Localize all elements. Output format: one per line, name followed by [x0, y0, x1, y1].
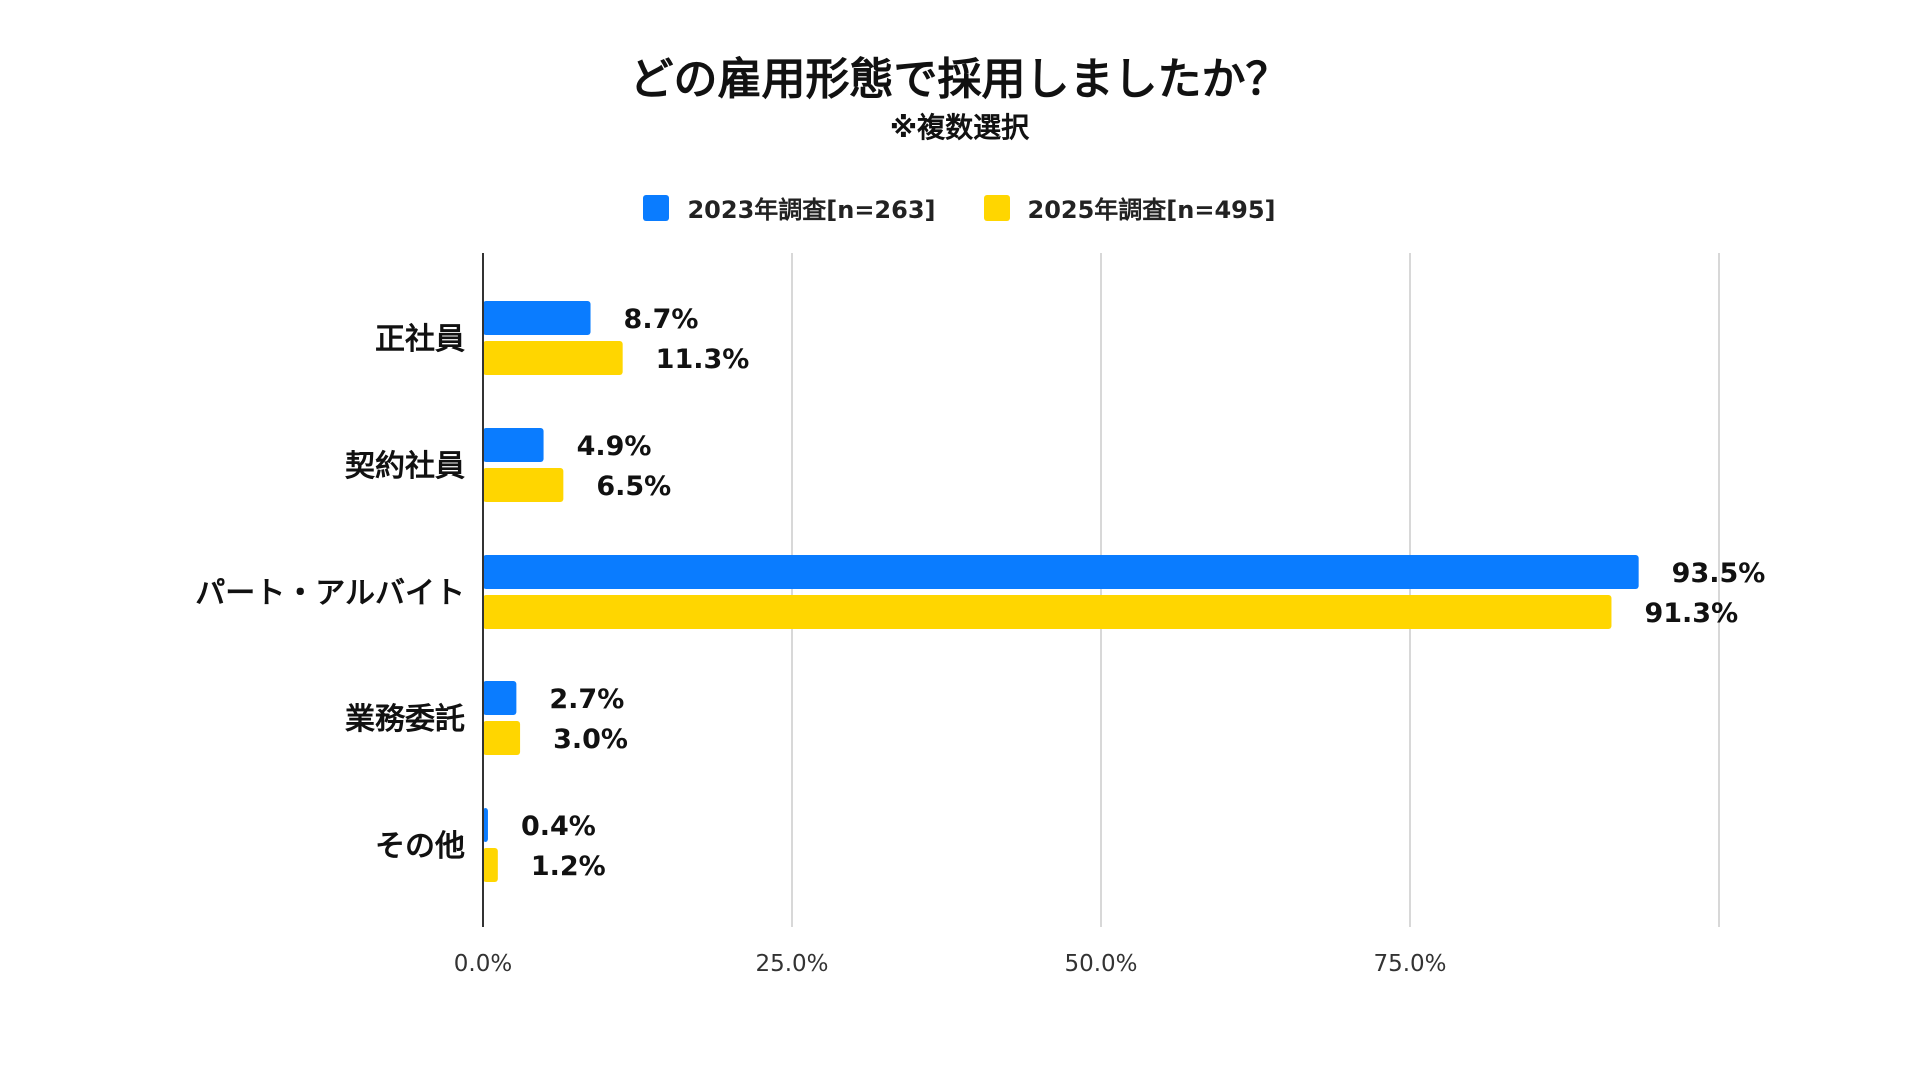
data-label: 3.0% — [553, 724, 628, 755]
legend-label-2025: 2025年調査[n=495] — [1027, 196, 1276, 224]
legend: 2023年調査[n=263] 2025年調査[n=495] — [0, 190, 1919, 225]
bar-2025 — [483, 721, 521, 755]
bar-2025 — [483, 848, 498, 882]
legend-item-2023: 2023年調査[n=263] — [643, 190, 936, 225]
data-label: 8.7% — [624, 304, 699, 335]
chart-title: どの雇用形態で採用しましたか？ — [629, 54, 1290, 105]
data-label: 6.5% — [596, 471, 671, 502]
chart-subtitle: ※複数選択 — [889, 111, 1030, 144]
legend-label-2023: 2023年調査[n=263] — [687, 196, 936, 224]
data-label: 0.4% — [521, 811, 596, 842]
bar-2023 — [483, 301, 591, 335]
data-label: 11.3% — [656, 344, 750, 375]
category-label: 正社員 — [375, 322, 465, 357]
bar-2025 — [483, 468, 564, 502]
category-label: 契約社員 — [345, 449, 465, 484]
legend-swatch-2025 — [983, 194, 1010, 221]
category-label: パート・アルバイト — [195, 576, 465, 611]
x-tick-label: 0.0% — [454, 951, 512, 977]
data-label: 93.5% — [1672, 558, 1766, 589]
x-tick-label: 25.0% — [755, 951, 828, 977]
category-label: 業務委託 — [345, 702, 465, 737]
category-label: その他 — [375, 829, 465, 864]
bar-2023 — [483, 808, 488, 842]
x-tick-label: 75.0% — [1373, 951, 1446, 977]
legend-swatch-2023 — [643, 194, 670, 221]
data-label: 4.9% — [577, 431, 652, 462]
bar-2023 — [483, 681, 517, 715]
bar-2023 — [483, 428, 544, 462]
bar-2023 — [483, 555, 1639, 589]
legend-item-2025: 2025年調査[n=495] — [983, 190, 1276, 225]
data-label: 91.3% — [1644, 598, 1738, 629]
bar-2025 — [483, 341, 623, 375]
bar-2025 — [483, 595, 1612, 629]
data-label: 1.2% — [531, 851, 606, 882]
x-tick-label: 50.0% — [1064, 951, 1137, 977]
data-label: 2.7% — [549, 684, 624, 715]
